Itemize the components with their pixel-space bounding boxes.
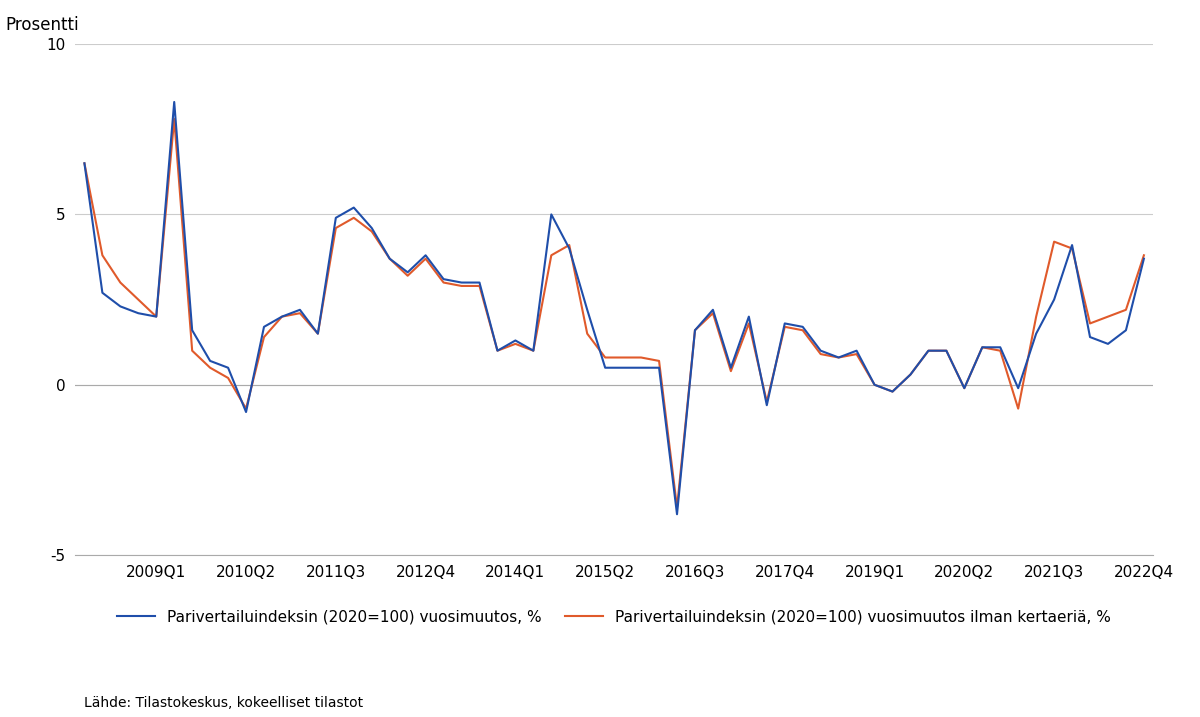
- Parivertailuindeksin (2020=100) vuosimuutos, %: [401, 268, 415, 277]
- Text: Lähde: Tilastokeskus, kokeelliset tilastot: Lähde: Tilastokeskus, kokeelliset tilast…: [84, 695, 364, 710]
- Line: Parivertailuindeksin (2020=100) vuosimuutos ilman kertaeriä, %: Parivertailuindeksin (2020=100) vuosimuu…: [84, 119, 1144, 508]
- Parivertailuindeksin (2020=100) vuosimuutos, %: [670, 510, 684, 518]
- Parivertailuindeksin (2020=100) vuosimuutos, %: [455, 278, 469, 287]
- Parivertailuindeksin (2020=100) vuosimuutos ilman kertaeriä, %: [275, 313, 289, 321]
- Parivertailuindeksin (2020=100) vuosimuutos, %: [437, 275, 451, 283]
- Parivertailuindeksin (2020=100) vuosimuutos ilman kertaeriä, %: [77, 159, 91, 168]
- Parivertailuindeksin (2020=100) vuosimuutos ilman kertaeriä, %: [778, 323, 792, 331]
- Parivertailuindeksin (2020=100) vuosimuutos, %: [365, 224, 379, 232]
- Parivertailuindeksin (2020=100) vuosimuutos, %: [778, 319, 792, 328]
- Parivertailuindeksin (2020=100) vuosimuutos, %: [275, 313, 289, 321]
- Parivertailuindeksin (2020=100) vuosimuutos ilman kertaeriä, %: [670, 503, 684, 512]
- Parivertailuindeksin (2020=100) vuosimuutos, %: [1136, 255, 1151, 263]
- Parivertailuindeksin (2020=100) vuosimuutos ilman kertaeriä, %: [365, 227, 379, 236]
- Parivertailuindeksin (2020=100) vuosimuutos, %: [167, 98, 181, 106]
- Parivertailuindeksin (2020=100) vuosimuutos ilman kertaeriä, %: [401, 272, 415, 280]
- Legend: Parivertailuindeksin (2020=100) vuosimuutos, %, Parivertailuindeksin (2020=100) : Parivertailuindeksin (2020=100) vuosimuu…: [118, 609, 1111, 625]
- Parivertailuindeksin (2020=100) vuosimuutos ilman kertaeriä, %: [167, 115, 181, 123]
- Parivertailuindeksin (2020=100) vuosimuutos ilman kertaeriä, %: [437, 278, 451, 287]
- Text: Prosentti: Prosentti: [6, 16, 79, 34]
- Parivertailuindeksin (2020=100) vuosimuutos ilman kertaeriä, %: [1136, 251, 1151, 260]
- Parivertailuindeksin (2020=100) vuosimuutos, %: [77, 159, 91, 168]
- Parivertailuindeksin (2020=100) vuosimuutos ilman kertaeriä, %: [455, 282, 469, 290]
- Line: Parivertailuindeksin (2020=100) vuosimuutos, %: Parivertailuindeksin (2020=100) vuosimuu…: [84, 102, 1144, 514]
